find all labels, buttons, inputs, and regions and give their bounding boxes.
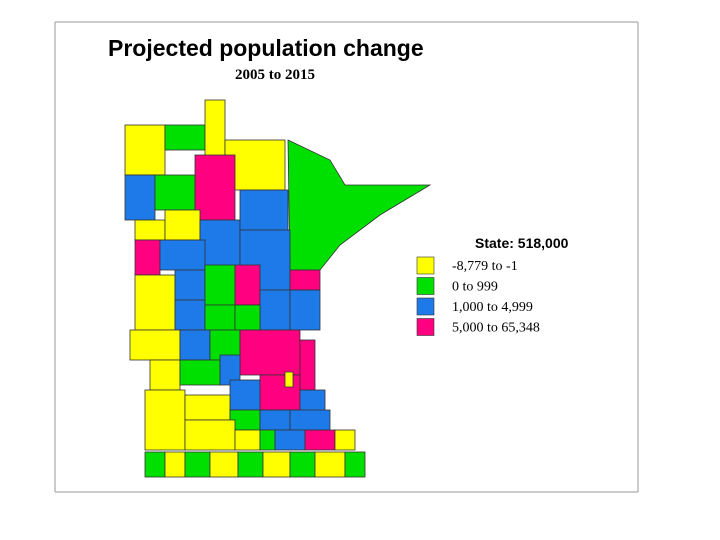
county: [259, 409, 291, 431]
county: [134, 219, 166, 241]
legend-label: 5,000 to 65,348: [452, 321, 540, 336]
county: [304, 429, 336, 451]
county: [159, 239, 206, 271]
county: [344, 451, 366, 478]
county-map: [124, 99, 432, 478]
county: [124, 124, 166, 176]
legend-label: 1,000 to 4,999: [452, 300, 533, 315]
county: [204, 304, 236, 331]
county: [259, 289, 291, 331]
county: [334, 429, 356, 451]
legend-swatch: [416, 297, 435, 316]
county: [184, 394, 231, 421]
legend-swatch: [416, 277, 435, 295]
county: [164, 124, 206, 151]
county: [124, 174, 156, 221]
county: [234, 264, 261, 306]
legend-label: 0 to 999: [452, 280, 498, 295]
county: [299, 339, 316, 391]
county: [229, 379, 261, 411]
legend-swatch: [416, 318, 435, 336]
legend-label: -8,779 to -1: [452, 259, 518, 274]
county: [194, 154, 236, 221]
legend-swatch: [416, 256, 435, 275]
county: [259, 374, 301, 411]
county: [237, 451, 264, 478]
title: Projected population change: [108, 35, 424, 61]
county: [289, 409, 331, 431]
county: [174, 299, 206, 331]
county: [209, 451, 239, 478]
county: [199, 219, 241, 271]
county: [204, 264, 236, 306]
legend: -8,779 to -1 0 to 999 1,000 to 4,999 5,000 …: [416, 256, 540, 336]
county: [149, 359, 181, 391]
county: [184, 419, 236, 451]
county: [262, 451, 291, 478]
county: [164, 451, 186, 478]
county: [184, 451, 211, 478]
county: [164, 209, 201, 241]
county: [144, 451, 166, 478]
subtitle: 2005 to 2015: [235, 67, 315, 83]
county: [289, 289, 321, 331]
county: [234, 429, 261, 451]
county: [179, 329, 211, 361]
county: [134, 274, 176, 331]
county: [134, 239, 161, 276]
legend-title: State: 518,000: [475, 235, 569, 251]
county: [234, 304, 261, 331]
county: [314, 451, 346, 478]
county: [144, 389, 186, 451]
county: [289, 269, 321, 291]
county: [259, 429, 276, 451]
county: [239, 189, 289, 231]
county: [129, 329, 181, 361]
county: [174, 269, 206, 301]
county: [289, 451, 316, 478]
county: [274, 429, 306, 451]
county: [179, 359, 221, 386]
county: [204, 99, 226, 161]
county: [154, 174, 196, 211]
county: [239, 329, 301, 376]
county: [284, 371, 294, 388]
